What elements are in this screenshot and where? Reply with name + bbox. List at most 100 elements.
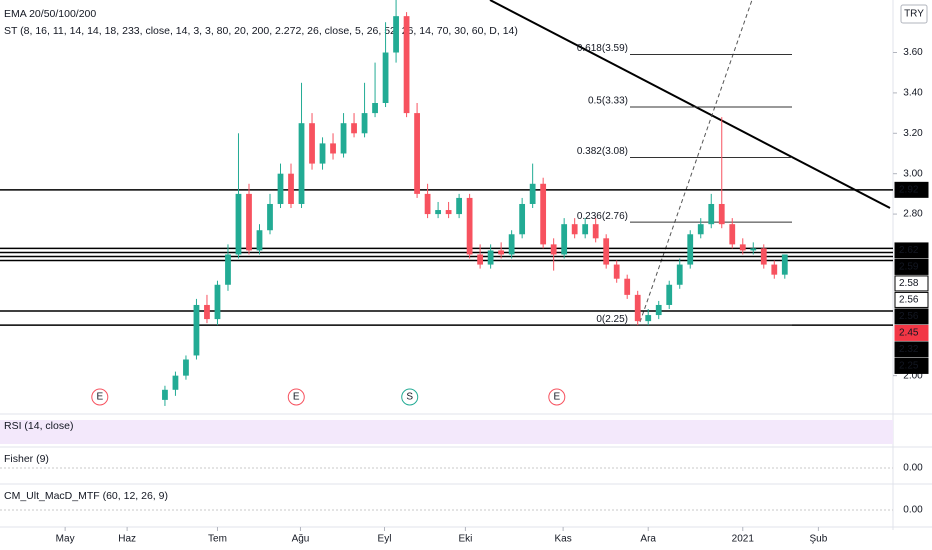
rsi-band	[0, 420, 893, 444]
candle-body	[172, 375, 179, 390]
projection-line	[639, 0, 753, 323]
candle-body	[582, 224, 589, 235]
currency-box[interactable]	[900, 4, 928, 24]
price-label-box	[894, 324, 929, 341]
price-label: 2.59	[899, 262, 919, 273]
candle-body	[382, 52, 389, 103]
x-tick-label: Eki	[458, 534, 472, 545]
fib-label: 0.618(3.59)	[577, 43, 628, 54]
price-label-box	[894, 291, 929, 308]
candle-body	[256, 230, 263, 251]
candle-body	[613, 264, 620, 279]
x-tick-label: May	[56, 534, 75, 545]
candle-body	[225, 254, 231, 285]
price-label: 2.56	[899, 295, 919, 306]
event-marker	[91, 388, 109, 406]
price-label: 2.56	[899, 311, 919, 322]
x-tick-label: Kas	[554, 534, 571, 545]
pane-tick-label: 0.00	[903, 505, 923, 516]
candle-body	[361, 113, 368, 134]
candle-body	[246, 193, 252, 251]
x-tick-label: Haz	[118, 534, 136, 545]
candle-body	[340, 123, 347, 154]
price-label-box	[894, 341, 929, 358]
pane-title: Fisher (9)	[4, 453, 49, 465]
x-tick-label: 2021	[732, 534, 755, 545]
candle-body	[634, 294, 641, 322]
event-label: E	[293, 392, 300, 403]
candle-body	[519, 203, 526, 235]
price-label: 2.32	[899, 344, 919, 355]
fib-label: 0.236(2.76)	[577, 211, 628, 222]
candle-body	[729, 224, 736, 245]
candle-body	[603, 238, 610, 265]
event-marker	[548, 388, 566, 406]
candle-body	[487, 250, 494, 265]
x-tick-label: Eyl	[378, 534, 392, 545]
candle-body	[445, 210, 452, 215]
candle-body	[298, 123, 305, 204]
pane-title: RSI (14, close)	[4, 420, 73, 432]
candle-body	[760, 248, 767, 265]
indicator-subtitle: ST (8, 16, 11, 14, 14, 18, 233, close, 1…	[4, 25, 518, 37]
price-label-box	[894, 242, 929, 259]
candle-body	[571, 224, 578, 235]
price-label: 2.45	[899, 328, 919, 339]
candle-body	[624, 278, 631, 295]
candle-body	[183, 359, 189, 376]
candle-body	[676, 264, 683, 285]
candle-body	[708, 203, 715, 225]
trend-line	[489, 0, 891, 209]
candle-body	[319, 143, 326, 164]
candle-body	[540, 183, 547, 245]
price-label-box	[894, 181, 929, 198]
price-label-box	[894, 275, 929, 292]
candle-body	[466, 197, 473, 255]
candle-body	[193, 304, 200, 356]
price-label: 2.25	[899, 361, 919, 372]
candle-body	[697, 224, 704, 235]
candle-body	[456, 197, 462, 215]
candle-body	[739, 244, 746, 251]
candle-body	[424, 193, 431, 215]
candle-body	[277, 173, 284, 204]
event-label: E	[553, 392, 560, 403]
y-tick-label: 3.20	[903, 128, 923, 139]
y-tick-label: 2.80	[903, 209, 923, 220]
price-label-box	[894, 357, 929, 374]
candle-body	[750, 248, 757, 251]
pane-tick-label: 0.00	[903, 463, 923, 474]
event-marker	[401, 388, 419, 406]
event-label: S	[406, 392, 413, 403]
candle-body	[508, 234, 515, 255]
candle-body	[414, 113, 420, 194]
candle-body	[204, 304, 210, 320]
fib-label: 0(2.25)	[596, 314, 628, 325]
candle-body	[162, 389, 168, 400]
candle-body	[771, 264, 778, 275]
candle-body	[372, 103, 378, 114]
indicator-title: EMA 20/50/100/200	[4, 8, 96, 20]
candle-body	[687, 234, 694, 265]
y-tick-label: 3.00	[903, 168, 923, 179]
candle-body	[403, 16, 410, 114]
candle-body	[309, 123, 315, 164]
y-tick-label: 3.40	[903, 88, 923, 99]
event-marker	[287, 388, 305, 406]
price-label-box	[894, 308, 929, 325]
price-label: 2.62	[899, 245, 919, 256]
candle-body	[718, 203, 725, 225]
x-tick-label: Ara	[640, 534, 656, 545]
fib-label: 0.382(3.08)	[577, 146, 628, 157]
candle-body	[655, 304, 662, 316]
candle-body	[561, 224, 568, 255]
currency: TRY	[904, 9, 924, 20]
candle-body	[288, 173, 294, 204]
candle-body	[477, 254, 484, 265]
y-tick-label: 3.60	[903, 47, 923, 58]
candle-body	[235, 193, 242, 255]
y-tick-label: 2.00	[903, 370, 923, 381]
candle-body	[435, 210, 441, 215]
